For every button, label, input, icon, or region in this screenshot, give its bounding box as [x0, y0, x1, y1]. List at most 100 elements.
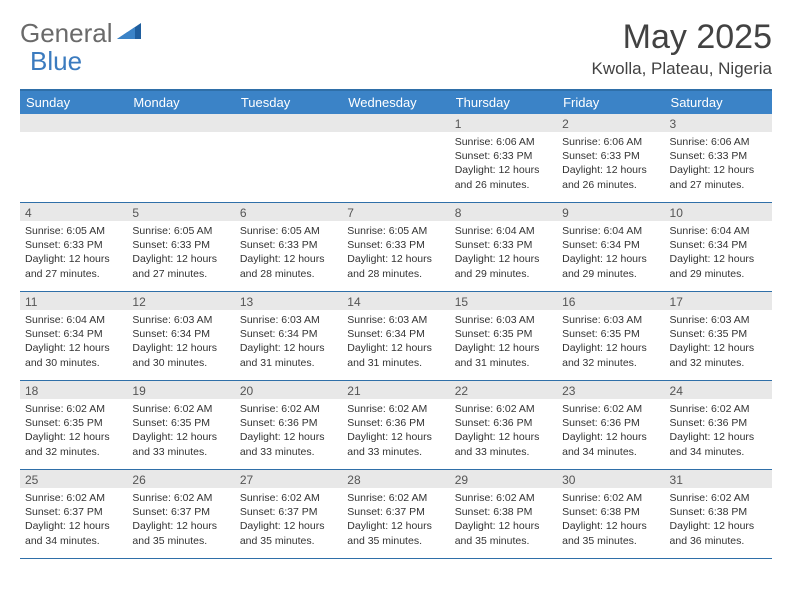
- sunrise-text: Sunrise: 6:06 AM: [670, 135, 767, 149]
- day-header-fri: Friday: [557, 91, 664, 114]
- day-number: 25: [20, 470, 127, 488]
- day-content: [127, 132, 234, 192]
- day-content: [235, 132, 342, 192]
- month-title: May 2025: [592, 18, 772, 57]
- daylight-text: Daylight: 12 hours and 31 minutes.: [240, 341, 337, 369]
- daylight-text: Daylight: 12 hours and 35 minutes.: [562, 519, 659, 547]
- sunset-text: Sunset: 6:36 PM: [670, 416, 767, 430]
- day-cell: [127, 114, 234, 202]
- day-number: 22: [450, 381, 557, 399]
- day-cell: 11Sunrise: 6:04 AMSunset: 6:34 PMDayligh…: [20, 292, 127, 380]
- day-cell: 6Sunrise: 6:05 AMSunset: 6:33 PMDaylight…: [235, 203, 342, 291]
- day-content: Sunrise: 6:02 AMSunset: 6:35 PMDaylight:…: [20, 399, 127, 465]
- sunset-text: Sunset: 6:34 PM: [25, 327, 122, 341]
- day-cell: 12Sunrise: 6:03 AMSunset: 6:34 PMDayligh…: [127, 292, 234, 380]
- sunrise-text: Sunrise: 6:05 AM: [25, 224, 122, 238]
- day-number: 17: [665, 292, 772, 310]
- day-cell: 4Sunrise: 6:05 AMSunset: 6:33 PMDaylight…: [20, 203, 127, 291]
- sunrise-text: Sunrise: 6:02 AM: [455, 402, 552, 416]
- day-cell: 29Sunrise: 6:02 AMSunset: 6:38 PMDayligh…: [450, 470, 557, 558]
- sunset-text: Sunset: 6:33 PM: [240, 238, 337, 252]
- day-content: Sunrise: 6:02 AMSunset: 6:38 PMDaylight:…: [665, 488, 772, 554]
- day-number: 15: [450, 292, 557, 310]
- day-cell: 26Sunrise: 6:02 AMSunset: 6:37 PMDayligh…: [127, 470, 234, 558]
- day-content: Sunrise: 6:02 AMSunset: 6:36 PMDaylight:…: [342, 399, 449, 465]
- day-number: 21: [342, 381, 449, 399]
- day-number: [235, 114, 342, 132]
- day-content: Sunrise: 6:03 AMSunset: 6:34 PMDaylight:…: [127, 310, 234, 376]
- week-row: 25Sunrise: 6:02 AMSunset: 6:37 PMDayligh…: [20, 470, 772, 559]
- daylight-text: Daylight: 12 hours and 32 minutes.: [670, 341, 767, 369]
- sunrise-text: Sunrise: 6:02 AM: [25, 491, 122, 505]
- sunrise-text: Sunrise: 6:05 AM: [347, 224, 444, 238]
- daylight-text: Daylight: 12 hours and 30 minutes.: [132, 341, 229, 369]
- sunrise-text: Sunrise: 6:03 AM: [347, 313, 444, 327]
- sunrise-text: Sunrise: 6:06 AM: [562, 135, 659, 149]
- day-number: 19: [127, 381, 234, 399]
- day-cell: 17Sunrise: 6:03 AMSunset: 6:35 PMDayligh…: [665, 292, 772, 380]
- daylight-text: Daylight: 12 hours and 33 minutes.: [240, 430, 337, 458]
- daylight-text: Daylight: 12 hours and 30 minutes.: [25, 341, 122, 369]
- logo: General: [20, 18, 143, 49]
- daylight-text: Daylight: 12 hours and 27 minutes.: [132, 252, 229, 280]
- sunset-text: Sunset: 6:38 PM: [455, 505, 552, 519]
- title-block: May 2025 Kwolla, Plateau, Nigeria: [592, 18, 772, 79]
- day-cell: 7Sunrise: 6:05 AMSunset: 6:33 PMDaylight…: [342, 203, 449, 291]
- daylight-text: Daylight: 12 hours and 32 minutes.: [25, 430, 122, 458]
- day-content: Sunrise: 6:02 AMSunset: 6:37 PMDaylight:…: [20, 488, 127, 554]
- day-cell: 21Sunrise: 6:02 AMSunset: 6:36 PMDayligh…: [342, 381, 449, 469]
- day-number: [20, 114, 127, 132]
- day-header-row: Sunday Monday Tuesday Wednesday Thursday…: [20, 91, 772, 114]
- day-cell: [20, 114, 127, 202]
- sunset-text: Sunset: 6:34 PM: [670, 238, 767, 252]
- daylight-text: Daylight: 12 hours and 27 minutes.: [670, 163, 767, 191]
- daylight-text: Daylight: 12 hours and 36 minutes.: [670, 519, 767, 547]
- day-number: 18: [20, 381, 127, 399]
- sunset-text: Sunset: 6:37 PM: [25, 505, 122, 519]
- sunrise-text: Sunrise: 6:02 AM: [670, 491, 767, 505]
- sunset-text: Sunset: 6:35 PM: [670, 327, 767, 341]
- sunrise-text: Sunrise: 6:04 AM: [562, 224, 659, 238]
- day-content: Sunrise: 6:03 AMSunset: 6:34 PMDaylight:…: [342, 310, 449, 376]
- day-header-sun: Sunday: [20, 91, 127, 114]
- day-cell: 18Sunrise: 6:02 AMSunset: 6:35 PMDayligh…: [20, 381, 127, 469]
- sunrise-text: Sunrise: 6:04 AM: [25, 313, 122, 327]
- day-content: Sunrise: 6:05 AMSunset: 6:33 PMDaylight:…: [127, 221, 234, 287]
- sunset-text: Sunset: 6:36 PM: [562, 416, 659, 430]
- sunset-text: Sunset: 6:33 PM: [25, 238, 122, 252]
- week-row: 1Sunrise: 6:06 AMSunset: 6:33 PMDaylight…: [20, 114, 772, 203]
- sunset-text: Sunset: 6:34 PM: [240, 327, 337, 341]
- day-content: Sunrise: 6:03 AMSunset: 6:35 PMDaylight:…: [450, 310, 557, 376]
- day-content: Sunrise: 6:05 AMSunset: 6:33 PMDaylight:…: [342, 221, 449, 287]
- day-content: Sunrise: 6:06 AMSunset: 6:33 PMDaylight:…: [450, 132, 557, 198]
- day-cell: [235, 114, 342, 202]
- week-row: 4Sunrise: 6:05 AMSunset: 6:33 PMDaylight…: [20, 203, 772, 292]
- day-number: 23: [557, 381, 664, 399]
- sunset-text: Sunset: 6:35 PM: [132, 416, 229, 430]
- day-cell: 24Sunrise: 6:02 AMSunset: 6:36 PMDayligh…: [665, 381, 772, 469]
- day-number: 14: [342, 292, 449, 310]
- day-content: Sunrise: 6:02 AMSunset: 6:37 PMDaylight:…: [127, 488, 234, 554]
- day-number: 27: [235, 470, 342, 488]
- day-number: [342, 114, 449, 132]
- daylight-text: Daylight: 12 hours and 33 minutes.: [455, 430, 552, 458]
- day-number: 9: [557, 203, 664, 221]
- day-header-sat: Saturday: [665, 91, 772, 114]
- daylight-text: Daylight: 12 hours and 28 minutes.: [240, 252, 337, 280]
- day-cell: 2Sunrise: 6:06 AMSunset: 6:33 PMDaylight…: [557, 114, 664, 202]
- sunset-text: Sunset: 6:36 PM: [347, 416, 444, 430]
- day-number: 26: [127, 470, 234, 488]
- day-cell: [342, 114, 449, 202]
- day-number: 4: [20, 203, 127, 221]
- day-content: Sunrise: 6:02 AMSunset: 6:35 PMDaylight:…: [127, 399, 234, 465]
- day-number: 5: [127, 203, 234, 221]
- sunset-text: Sunset: 6:36 PM: [455, 416, 552, 430]
- sunrise-text: Sunrise: 6:05 AM: [132, 224, 229, 238]
- sunset-text: Sunset: 6:38 PM: [670, 505, 767, 519]
- day-cell: 8Sunrise: 6:04 AMSunset: 6:33 PMDaylight…: [450, 203, 557, 291]
- sunset-text: Sunset: 6:37 PM: [132, 505, 229, 519]
- day-cell: 31Sunrise: 6:02 AMSunset: 6:38 PMDayligh…: [665, 470, 772, 558]
- day-cell: 19Sunrise: 6:02 AMSunset: 6:35 PMDayligh…: [127, 381, 234, 469]
- daylight-text: Daylight: 12 hours and 32 minutes.: [562, 341, 659, 369]
- sunrise-text: Sunrise: 6:02 AM: [132, 402, 229, 416]
